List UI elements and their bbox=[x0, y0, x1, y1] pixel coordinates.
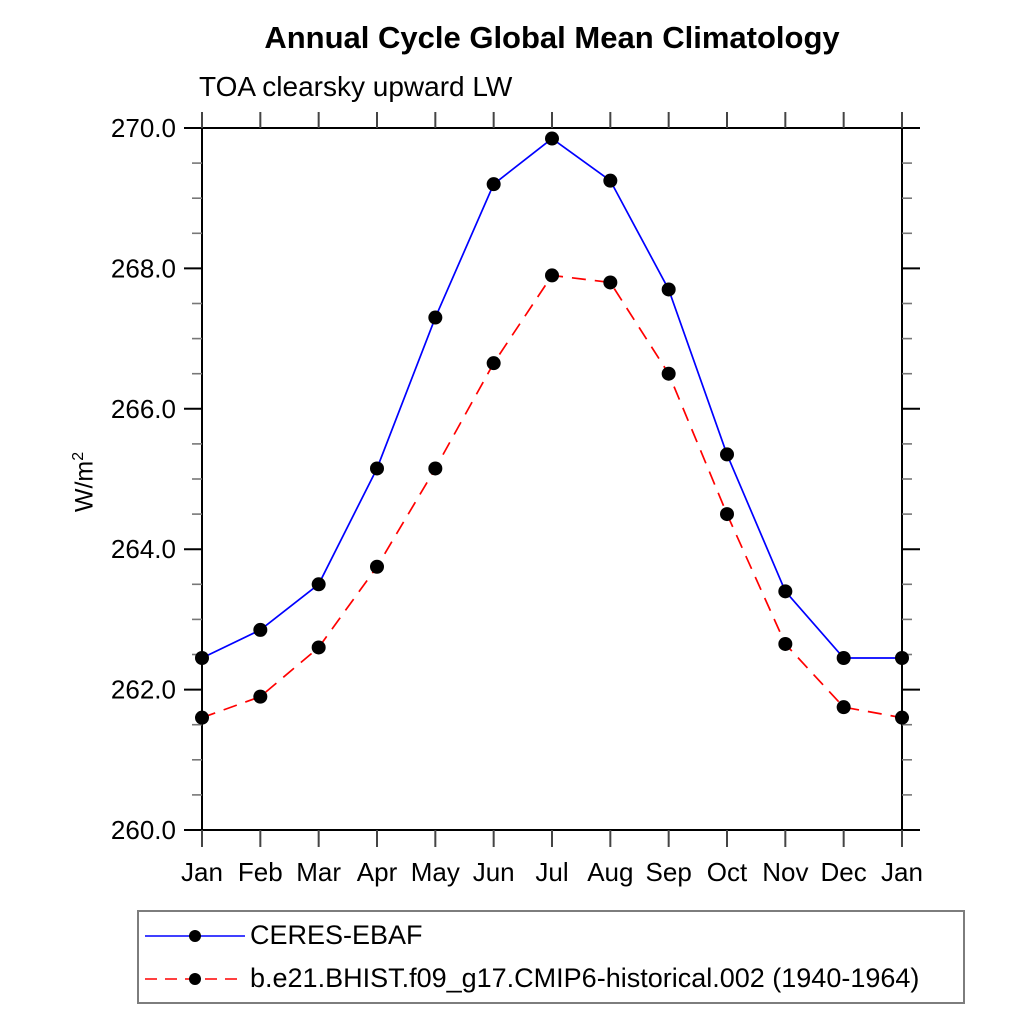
svg-text:268.0: 268.0 bbox=[111, 253, 176, 283]
legend-label-ceres-ebaf: CERES-EBAF bbox=[250, 920, 423, 950]
legend-label-model: b.e21.BHIST.f09_g17.CMIP6-historical.002… bbox=[250, 963, 920, 993]
svg-text:Oct: Oct bbox=[707, 857, 748, 887]
y-axis-tick-labels: 260.0 262.0 264.0 266.0 268.0 270.0 bbox=[111, 113, 176, 845]
svg-text:Aug: Aug bbox=[587, 857, 633, 887]
axis-frame bbox=[201, 127, 903, 831]
legend-swatch-ceres-line bbox=[145, 929, 245, 942]
chart-subtitle: TOA clearsky upward LW bbox=[199, 71, 513, 102]
x-axis-tick-labels: Jan Feb Mar Apr May Jun Jul Aug Sep Oct Nov Dec Jan bbox=[181, 131, 923, 887]
svg-text:Feb: Feb bbox=[238, 857, 283, 887]
svg-text:Sep: Sep bbox=[646, 857, 692, 887]
svg-text:262.0: 262.0 bbox=[111, 675, 176, 705]
chart-title: Annual Cycle Global Mean Climatology bbox=[264, 20, 840, 55]
svg-text:Jan: Jan bbox=[181, 857, 223, 887]
legend-item-ceres-ebaf: CERES-EBAF bbox=[139, 916, 963, 956]
legend-marker-dot-icon bbox=[189, 972, 201, 985]
svg-text:266.0: 266.0 bbox=[111, 394, 176, 424]
svg-text:May: May bbox=[411, 857, 460, 887]
legend-item-model: b.e21.BHIST.f09_g17.CMIP6-historical.002… bbox=[139, 959, 963, 999]
x-axis-ticks bbox=[201, 112, 903, 847]
legend-swatch-model-line bbox=[145, 972, 245, 985]
series-line-0 bbox=[201, 137, 902, 659]
svg-text:270.0: 270.0 bbox=[111, 113, 176, 143]
legend-marker-dot-icon bbox=[189, 929, 201, 942]
svg-text:Nov: Nov bbox=[762, 857, 808, 887]
svg-text:Jan: Jan bbox=[881, 857, 923, 887]
series-markers-1 bbox=[195, 268, 909, 725]
y-axis-ticks bbox=[184, 127, 920, 831]
series-markers-0 bbox=[195, 131, 909, 666]
svg-text:Mar: Mar bbox=[296, 857, 341, 887]
svg-text:Jul: Jul bbox=[535, 857, 568, 887]
svg-text:264.0: 264.0 bbox=[111, 534, 176, 564]
svg-text:Apr: Apr bbox=[357, 857, 398, 887]
svg-text:Dec: Dec bbox=[821, 857, 867, 887]
svg-text:Jun: Jun bbox=[473, 857, 515, 887]
series-line-1 bbox=[201, 274, 903, 719]
legend: CERES-EBAF b.e21.BHIST.f09_g17.CMIP6-his… bbox=[137, 910, 965, 1004]
svg-text:260.0: 260.0 bbox=[111, 815, 176, 845]
